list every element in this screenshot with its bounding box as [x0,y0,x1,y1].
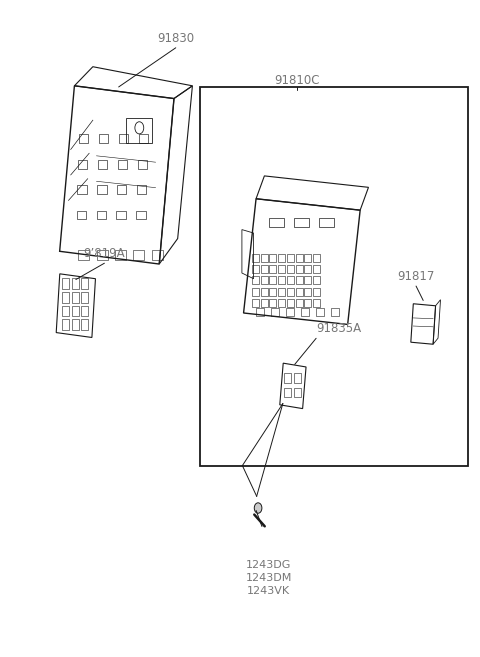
Bar [284,373,291,383]
Bar [152,250,163,260]
Text: 9’819A: 9’819A [84,247,125,260]
Bar [287,288,294,296]
Bar [252,265,259,273]
Bar [296,277,303,284]
Bar [81,319,88,330]
Bar [294,218,309,227]
Bar [252,277,259,284]
Bar [304,254,312,261]
Bar [261,254,268,261]
Bar [77,210,86,219]
Bar [313,300,320,307]
Bar [284,388,291,397]
Bar [119,134,128,143]
Bar [286,308,294,317]
Bar [268,218,284,227]
Bar [296,300,303,307]
Bar [296,254,303,261]
Bar [115,250,126,260]
Bar [96,210,106,219]
Bar [118,160,127,169]
Bar [252,288,259,296]
Bar [294,388,301,397]
Bar [304,300,312,307]
Bar [98,160,108,169]
Text: 91835A: 91835A [316,322,361,335]
Bar [319,218,334,227]
Bar [126,118,152,143]
Bar [99,134,108,143]
Bar [269,277,276,284]
Bar [72,278,79,289]
Bar [137,185,146,194]
Bar [287,300,294,307]
Bar [331,308,339,317]
Text: 91830: 91830 [157,32,194,45]
Text: 1243DG
1243DM
1243VK: 1243DG 1243DM 1243VK [245,560,292,596]
Bar [287,265,294,273]
Bar [96,250,108,260]
Bar [136,210,145,219]
Bar [256,308,264,317]
Bar [296,288,303,296]
Bar [62,278,70,289]
Bar [62,292,70,303]
Bar [81,278,88,289]
Bar [269,254,276,261]
Bar [316,308,324,317]
Bar [97,185,107,194]
Bar [313,277,320,284]
Bar [78,250,89,260]
Bar [271,308,279,317]
Bar [72,319,79,330]
Bar [133,250,144,260]
Bar [79,134,88,143]
Bar [287,277,294,284]
Bar [261,277,268,284]
Bar [269,265,276,273]
Bar [261,300,268,307]
Bar [294,373,301,383]
Bar [261,288,268,296]
Bar [313,265,320,273]
Bar [287,254,294,261]
Bar [81,292,88,303]
Bar [139,134,148,143]
Text: 91817: 91817 [397,270,435,283]
Bar [313,288,320,296]
Bar [252,254,259,261]
Bar [77,185,87,194]
Bar [269,300,276,307]
Bar [304,288,312,296]
Bar [117,185,127,194]
Bar [269,288,276,296]
Bar [301,308,309,317]
Bar [78,160,87,169]
Circle shape [254,503,262,513]
Bar [117,210,126,219]
Bar [200,87,468,466]
Bar [72,292,79,303]
Bar [304,277,312,284]
Bar [278,254,285,261]
Bar [261,265,268,273]
Bar [138,160,147,169]
Bar [62,319,70,330]
Bar [252,300,259,307]
Bar [304,265,312,273]
Text: 91810C: 91810C [275,74,320,87]
Bar [313,254,320,261]
Bar [62,306,70,317]
Bar [296,265,303,273]
Bar [278,265,285,273]
Bar [278,277,285,284]
Bar [278,288,285,296]
Bar [72,306,79,317]
Bar [278,300,285,307]
Bar [81,306,88,317]
